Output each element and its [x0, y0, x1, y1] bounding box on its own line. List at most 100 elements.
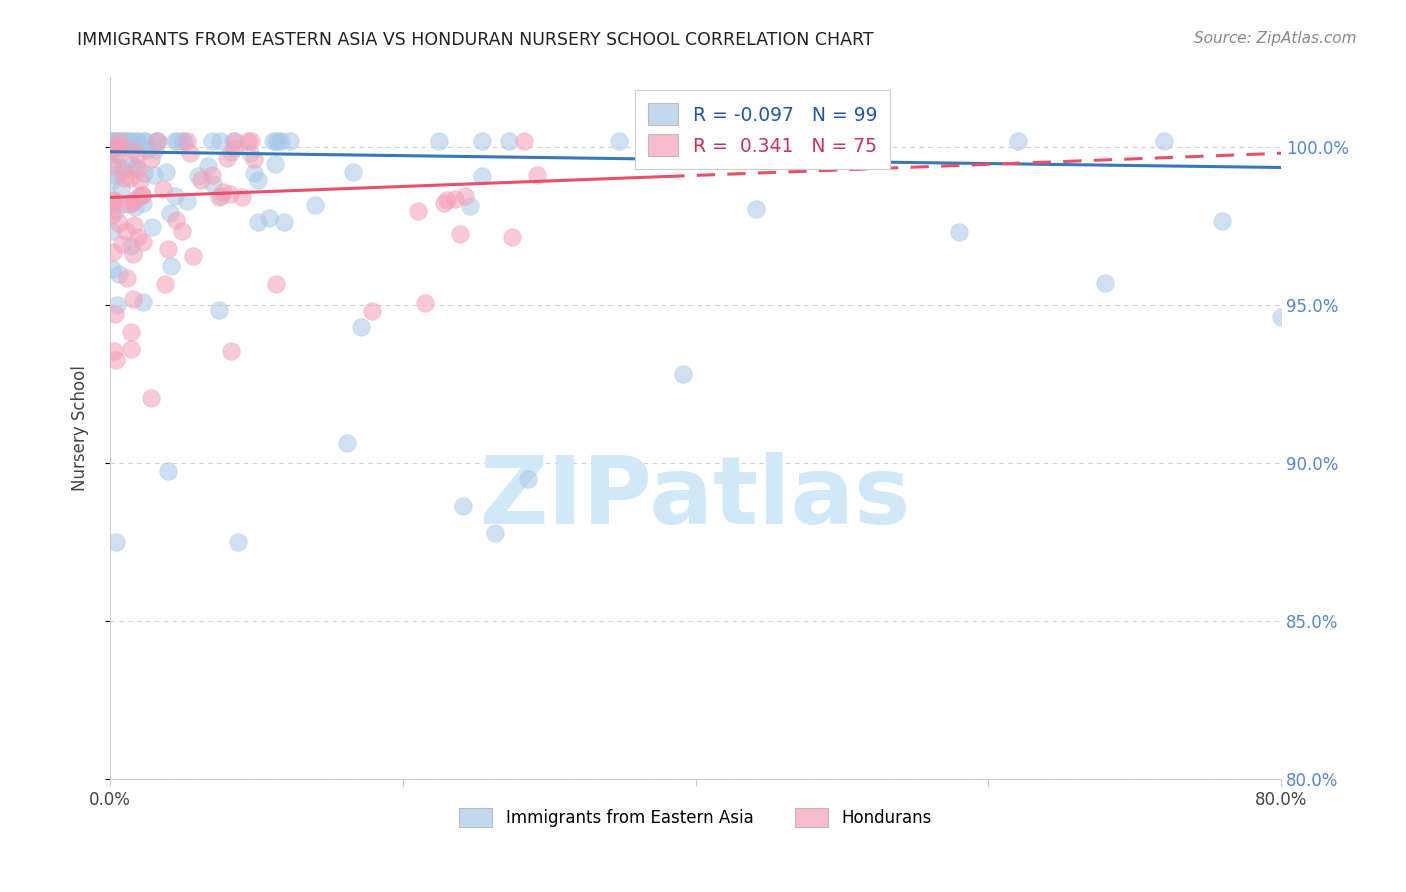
- Point: [117, 134, 139, 148]
- Point: [453, 499, 475, 513]
- Point: [165, 213, 187, 227]
- Point: [436, 193, 458, 207]
- Point: [105, 535, 128, 549]
- Point: [201, 134, 224, 148]
- Point: [215, 151, 238, 165]
- Point: [513, 134, 536, 148]
- Point: [484, 526, 506, 541]
- Point: [155, 277, 177, 291]
- Point: [176, 194, 198, 209]
- Point: [243, 152, 266, 166]
- Point: [1211, 214, 1233, 228]
- Point: [342, 165, 364, 179]
- Point: [134, 166, 156, 180]
- Point: [121, 134, 143, 148]
- Point: [124, 200, 146, 214]
- Point: [243, 166, 266, 180]
- Point: [1270, 310, 1292, 325]
- Point: [143, 143, 166, 157]
- Point: [101, 134, 124, 148]
- Point: [132, 134, 155, 148]
- Point: [799, 144, 821, 158]
- Text: Source: ZipAtlas.com: Source: ZipAtlas.com: [1194, 31, 1357, 46]
- Point: [517, 472, 540, 486]
- Point: [139, 152, 162, 166]
- Point: [131, 188, 153, 202]
- Point: [672, 367, 695, 381]
- Point: [105, 160, 128, 174]
- Point: [107, 134, 129, 148]
- Point: [110, 181, 132, 195]
- Point: [121, 247, 143, 261]
- Point: [105, 146, 128, 161]
- Point: [176, 134, 198, 148]
- Point: [108, 139, 131, 153]
- Point: [118, 171, 141, 186]
- Point: [449, 227, 471, 241]
- Point: [120, 238, 142, 252]
- Point: [143, 168, 166, 182]
- Point: [101, 142, 124, 156]
- Point: [224, 134, 246, 148]
- Point: [444, 193, 467, 207]
- Point: [165, 189, 187, 203]
- Point: [108, 216, 131, 230]
- Point: [360, 303, 382, 318]
- Point: [270, 134, 292, 148]
- Point: [350, 320, 373, 334]
- Point: [121, 158, 143, 172]
- Point: [107, 168, 129, 182]
- Point: [145, 134, 167, 148]
- Point: [266, 277, 288, 292]
- Point: [264, 157, 287, 171]
- Point: [187, 169, 209, 183]
- Point: [240, 134, 263, 148]
- Point: [264, 134, 287, 148]
- Point: [122, 292, 145, 306]
- Point: [100, 193, 122, 207]
- Point: [111, 134, 134, 148]
- Point: [112, 170, 135, 185]
- Point: [104, 134, 127, 148]
- Point: [453, 188, 475, 202]
- Point: [148, 134, 170, 148]
- Point: [498, 134, 520, 148]
- Point: [247, 215, 270, 229]
- Point: [122, 218, 145, 232]
- Point: [152, 182, 174, 196]
- Point: [413, 296, 436, 310]
- Point: [208, 303, 231, 318]
- Point: [132, 196, 155, 211]
- Point: [103, 344, 125, 359]
- Point: [101, 224, 124, 238]
- Point: [273, 215, 295, 229]
- Point: [267, 134, 290, 148]
- Point: [100, 173, 122, 187]
- Point: [103, 244, 125, 259]
- Point: [159, 259, 181, 273]
- Point: [128, 173, 150, 187]
- Point: [304, 198, 326, 212]
- Text: ZIPatlas: ZIPatlas: [479, 452, 911, 544]
- Point: [662, 134, 685, 148]
- Point: [471, 134, 494, 148]
- Point: [157, 464, 180, 478]
- Point: [163, 134, 186, 148]
- Point: [222, 134, 245, 148]
- Point: [112, 197, 135, 211]
- Point: [132, 294, 155, 309]
- Point: [127, 230, 149, 244]
- Point: [471, 169, 494, 183]
- Point: [221, 145, 243, 159]
- Legend: Immigrants from Eastern Asia, Hondurans: Immigrants from Eastern Asia, Hondurans: [453, 801, 939, 834]
- Point: [197, 159, 219, 173]
- Point: [131, 187, 153, 202]
- Point: [104, 204, 127, 219]
- Point: [125, 147, 148, 161]
- Point: [208, 190, 231, 204]
- Point: [128, 189, 150, 203]
- Point: [336, 436, 359, 450]
- Point: [104, 307, 127, 321]
- Point: [100, 261, 122, 276]
- Point: [156, 242, 179, 256]
